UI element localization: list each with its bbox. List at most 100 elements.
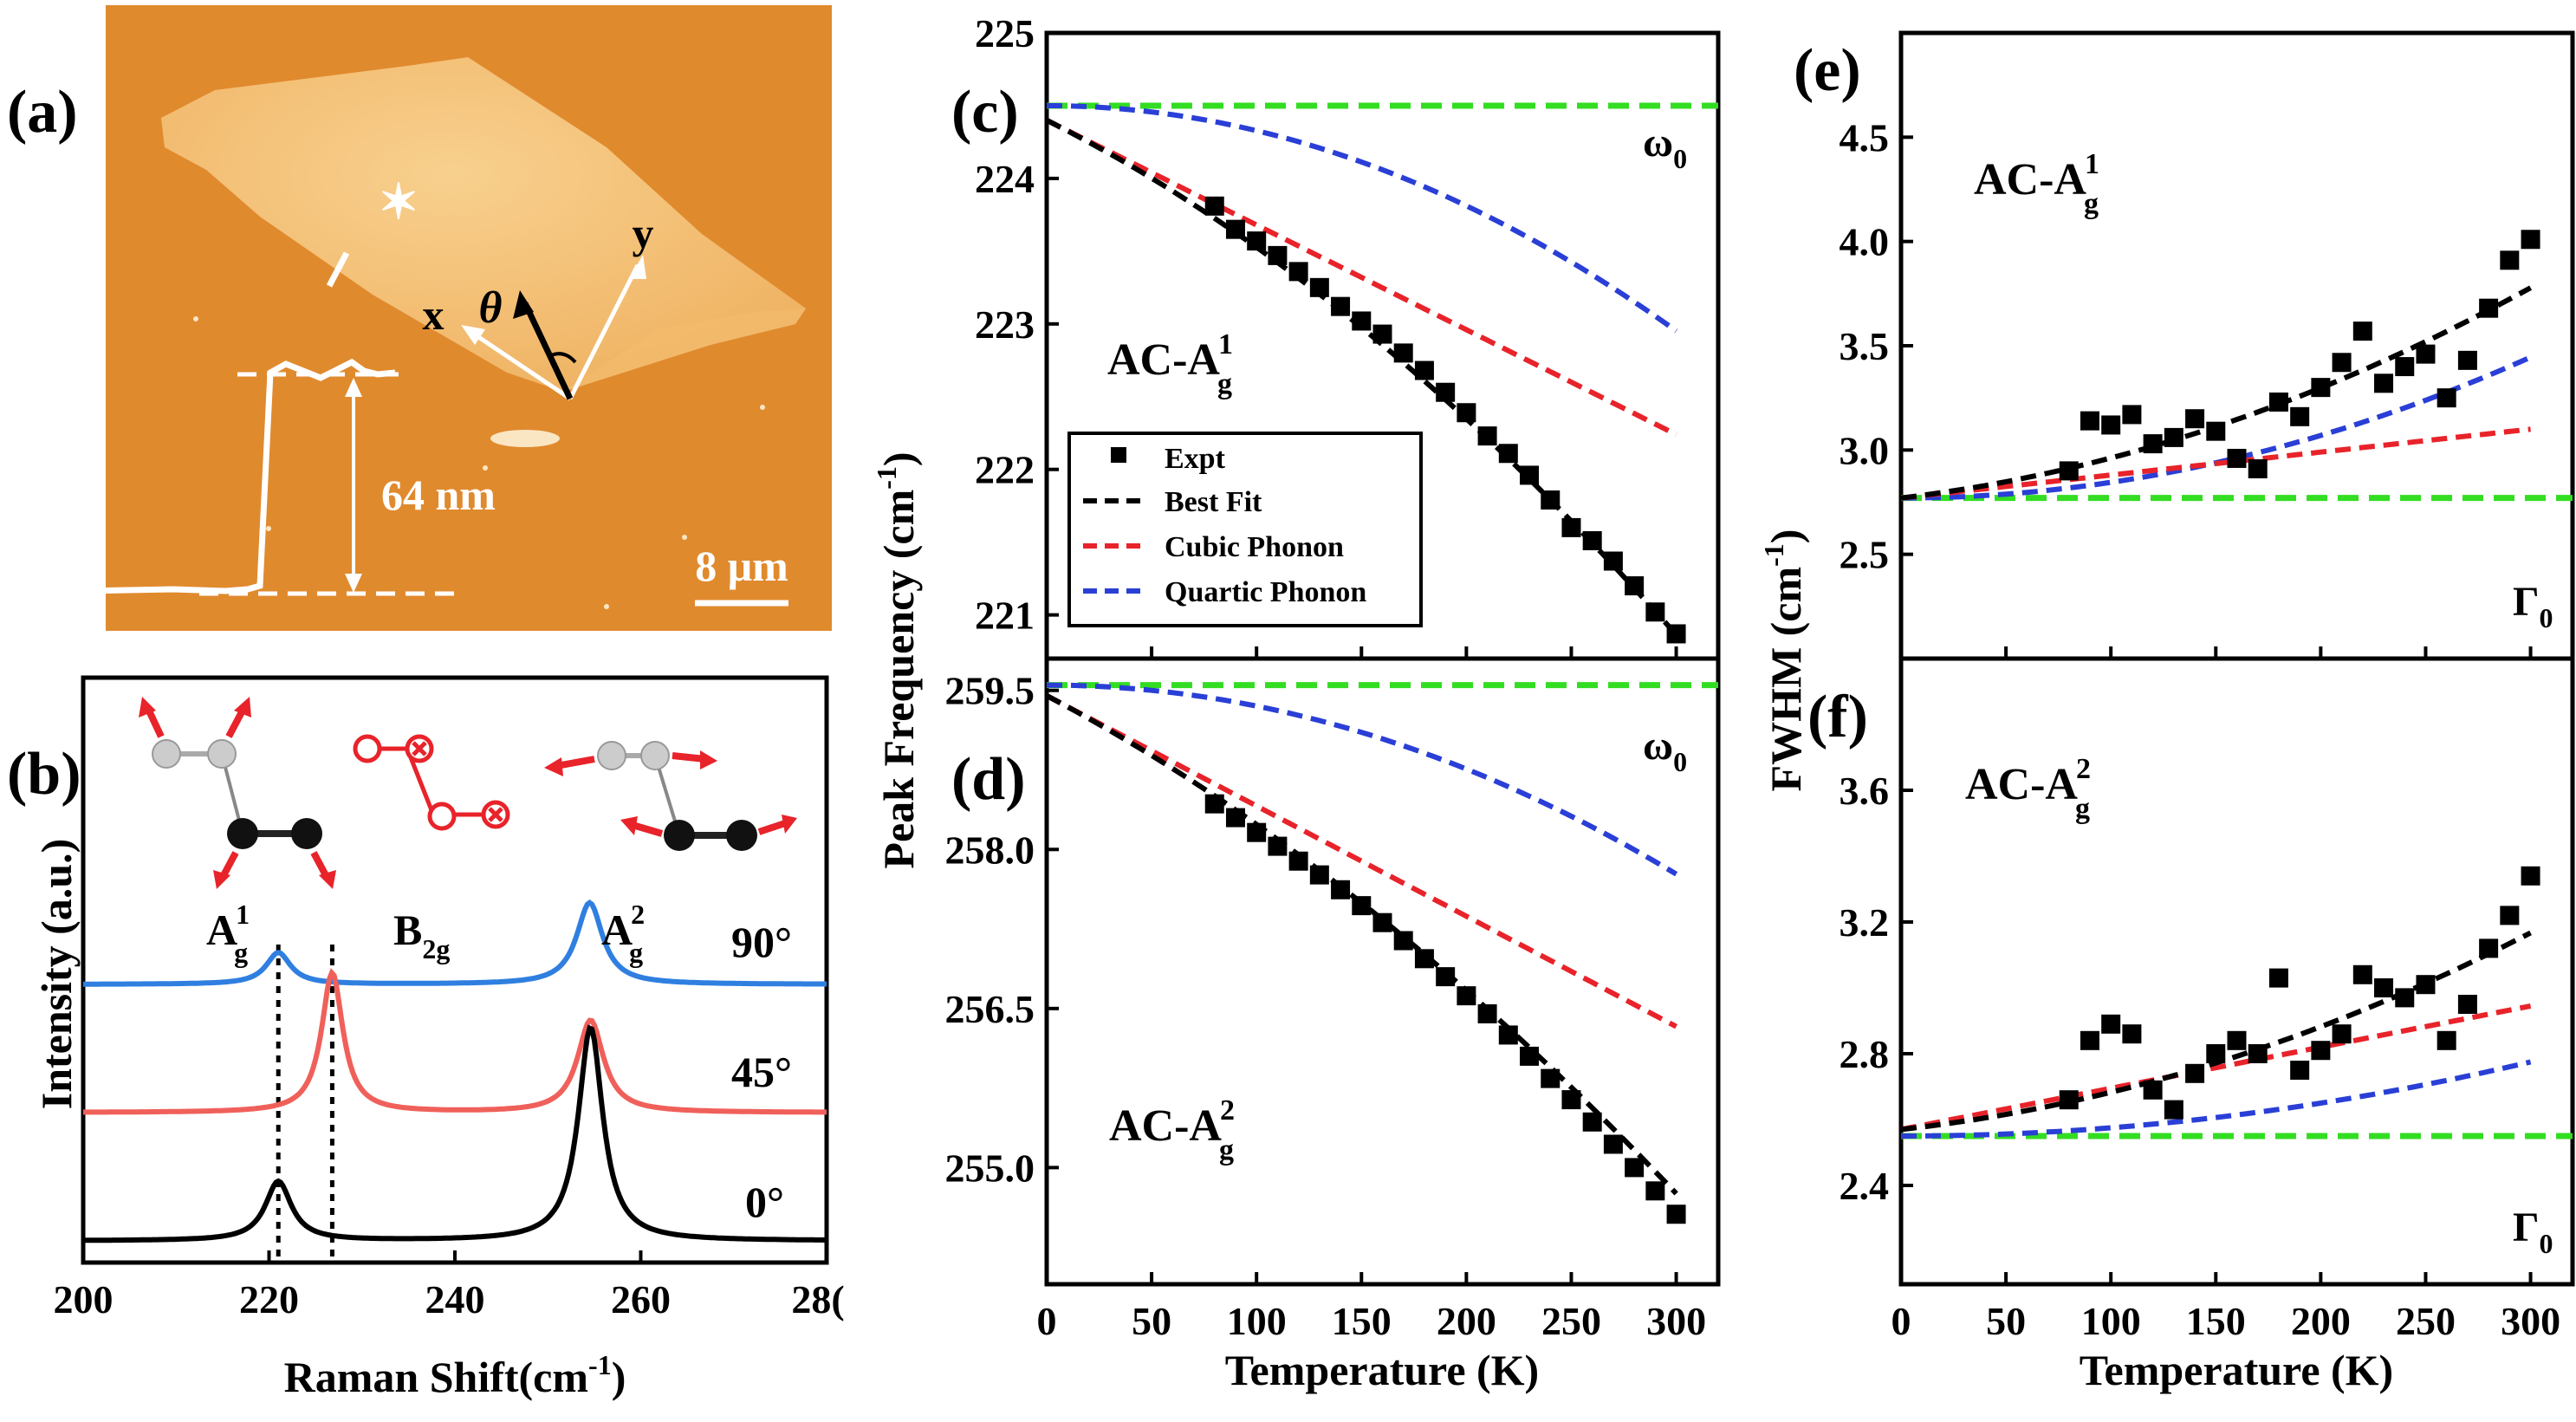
- expt-point: [2248, 458, 2268, 478]
- afm-flake: [161, 57, 806, 392]
- quartic-curve: [1046, 682, 1678, 877]
- x-tick-label: 250: [1541, 1299, 1601, 1343]
- expt-point: [1414, 360, 1434, 380]
- x-tick-label: 150: [1332, 1299, 1392, 1343]
- expt-point: [2395, 988, 2415, 1008]
- expt-point: [1288, 262, 1308, 282]
- x-tick-label: 0: [1037, 1299, 1057, 1343]
- expt-point: [2101, 1014, 2121, 1034]
- expt-point: [2268, 968, 2288, 988]
- expt-point: [1352, 311, 1372, 331]
- expt-point: [1225, 219, 1245, 239]
- expt-point: [1331, 296, 1351, 316]
- expt-point: [2143, 1080, 2163, 1100]
- expt-point: [1645, 1181, 1665, 1201]
- height-arrowhead-top: [345, 378, 362, 397]
- panel-d-label: (d): [951, 746, 1026, 813]
- panel-a: ✶ x y θ 64 nm 8 μm (a): [7, 5, 832, 631]
- axis-y-arrowhead: [629, 255, 646, 279]
- quartic-curve: [1901, 1059, 2532, 1139]
- cd-ylabel: Peak Frequency (cm-1): [871, 451, 923, 868]
- panel-c-title: AC-A1 g: [1107, 328, 1233, 400]
- legend-quartic-text: Quartic Phonon: [1165, 576, 1366, 608]
- omega0-label-d: ω0: [1643, 723, 1687, 777]
- expt-point: [1247, 231, 1267, 251]
- cubic-curve: [1045, 118, 1677, 438]
- y-tick-label: 3.2: [1840, 900, 1890, 945]
- expt-point: [2290, 406, 2310, 426]
- expt-point: [2416, 975, 2436, 995]
- spectrum-90deg: [83, 899, 827, 987]
- expt-point: [1520, 1046, 1540, 1066]
- x-tick-label: 150: [2186, 1299, 2246, 1343]
- expt-point: [2479, 938, 2499, 958]
- expt-point: [2500, 250, 2520, 270]
- expt-point: [1268, 836, 1288, 856]
- axis-x-label: x: [423, 290, 444, 339]
- afm-dots: [193, 316, 765, 609]
- y-tick-label: 2.5: [1840, 533, 1890, 577]
- expt-point: [1477, 1003, 1497, 1023]
- expt-point: [1666, 624, 1686, 644]
- expt-point: [2227, 1030, 2247, 1050]
- scale-label: 8 μm: [695, 542, 788, 590]
- x-tick-label: 300: [1646, 1299, 1706, 1343]
- expt-point: [2206, 421, 2226, 441]
- panel-a-label: (a): [7, 79, 78, 146]
- legend-expt-text: Expt: [1165, 443, 1226, 475]
- expt-point: [1372, 324, 1392, 344]
- expt-point: [1561, 1090, 1581, 1110]
- ef-xlabel: Temperature (K): [2080, 1346, 2393, 1394]
- x-tick-label: 260: [611, 1277, 671, 1321]
- expt-point: [2268, 392, 2288, 412]
- expt-point: [2521, 230, 2540, 250]
- cubic-curve: [1900, 426, 2531, 501]
- expt-point: [2332, 353, 2352, 373]
- angle-label-0: 0°: [745, 1178, 784, 1226]
- expt-point: [1331, 880, 1351, 899]
- spectrum-0deg: [83, 1024, 827, 1243]
- expt-point: [1288, 851, 1308, 871]
- expt-point: [1225, 808, 1245, 828]
- y-tick-label: 255.0: [945, 1146, 1035, 1190]
- expt-point: [1309, 277, 1329, 297]
- best-fit-curve: [1900, 930, 2532, 1133]
- expt-point: [1582, 1112, 1602, 1132]
- expt-point: [1541, 490, 1561, 510]
- expt-point: [1603, 1134, 1623, 1154]
- cubic-curve: [1900, 1003, 2532, 1133]
- angle-label: θ: [479, 283, 503, 333]
- peak-label-ag2: A2 g: [601, 899, 645, 968]
- panel-d-frame: [1044, 656, 1721, 1287]
- y-tick-label: 258.0: [945, 828, 1035, 872]
- angle-label-45: 45°: [731, 1048, 792, 1096]
- expt-point: [2352, 321, 2372, 341]
- panel-b: 200 220 240 260 28( (b) Intensity (a.u.) Ram…: [7, 675, 845, 1401]
- expt-point: [2185, 409, 2205, 429]
- expt-point: [1582, 530, 1602, 550]
- y-tick-label: 259.5: [945, 669, 1035, 713]
- expt-point: [2395, 357, 2415, 377]
- expt-point: [1268, 245, 1288, 265]
- expt-point: [1561, 517, 1581, 537]
- expt-point: [2479, 298, 2499, 318]
- expt-point: [1436, 967, 1456, 987]
- x-tick-label: 100: [1227, 1299, 1287, 1343]
- expt-point: [2457, 350, 2477, 370]
- omega0-label-c: ω0: [1643, 120, 1687, 174]
- x-tick-label: 100: [2081, 1299, 2141, 1343]
- expt-point: [1372, 912, 1392, 932]
- height-profile: [82, 358, 396, 594]
- panel-b-label: (b): [7, 741, 81, 808]
- expt-point: [1247, 822, 1267, 842]
- expt-point: [2206, 1044, 2226, 1063]
- panel-f-title: AC-A2 g: [1965, 753, 2091, 825]
- y-tick-label: 225: [975, 11, 1035, 55]
- y-tick-label: 4.0: [1840, 220, 1890, 264]
- panel-b-xlabel: Raman Shift(cm-1): [284, 1349, 626, 1401]
- panel-b-ylabel: Intensity (a.u.): [32, 839, 81, 1110]
- x-tick-label: 250: [2396, 1299, 2456, 1343]
- expt-point: [2352, 964, 2372, 984]
- crystal-axis-arrow: [522, 302, 574, 400]
- axis-x-arrowhead: [461, 325, 485, 345]
